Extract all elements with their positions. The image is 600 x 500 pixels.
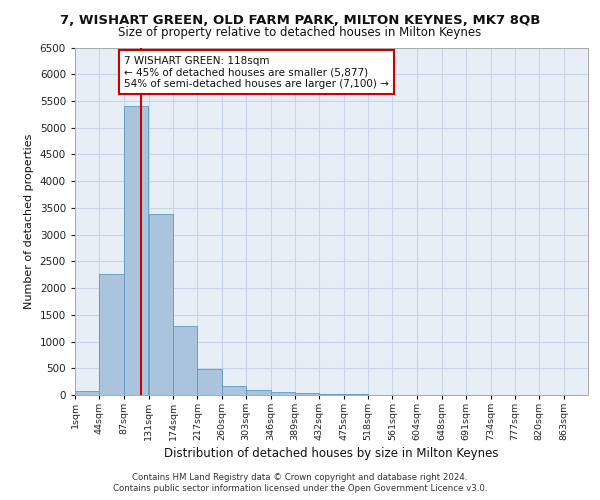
Bar: [75, 391, 100, 395]
Y-axis label: Number of detached properties: Number of detached properties: [24, 134, 34, 309]
Bar: [295, 393, 319, 395]
Text: Contains public sector information licensed under the Open Government Licence v3: Contains public sector information licen…: [113, 484, 487, 493]
Bar: [149, 214, 173, 395]
Bar: [173, 326, 197, 395]
Bar: [222, 386, 246, 395]
Bar: [319, 394, 344, 395]
Text: 7, WISHART GREEN, OLD FARM PARK, MILTON KEYNES, MK7 8QB: 7, WISHART GREEN, OLD FARM PARK, MILTON …: [60, 14, 540, 27]
Bar: [100, 274, 124, 395]
X-axis label: Distribution of detached houses by size in Milton Keynes: Distribution of detached houses by size …: [164, 448, 499, 460]
Text: 7 WISHART GREEN: 118sqm
← 45% of detached houses are smaller (5,877)
54% of semi: 7 WISHART GREEN: 118sqm ← 45% of detache…: [124, 56, 389, 88]
Text: Size of property relative to detached houses in Milton Keynes: Size of property relative to detached ho…: [118, 26, 482, 39]
Bar: [344, 394, 368, 395]
Bar: [246, 390, 271, 395]
Bar: [124, 106, 148, 395]
Text: Contains HM Land Registry data © Crown copyright and database right 2024.: Contains HM Land Registry data © Crown c…: [132, 472, 468, 482]
Bar: [271, 392, 295, 395]
Bar: [197, 370, 222, 395]
